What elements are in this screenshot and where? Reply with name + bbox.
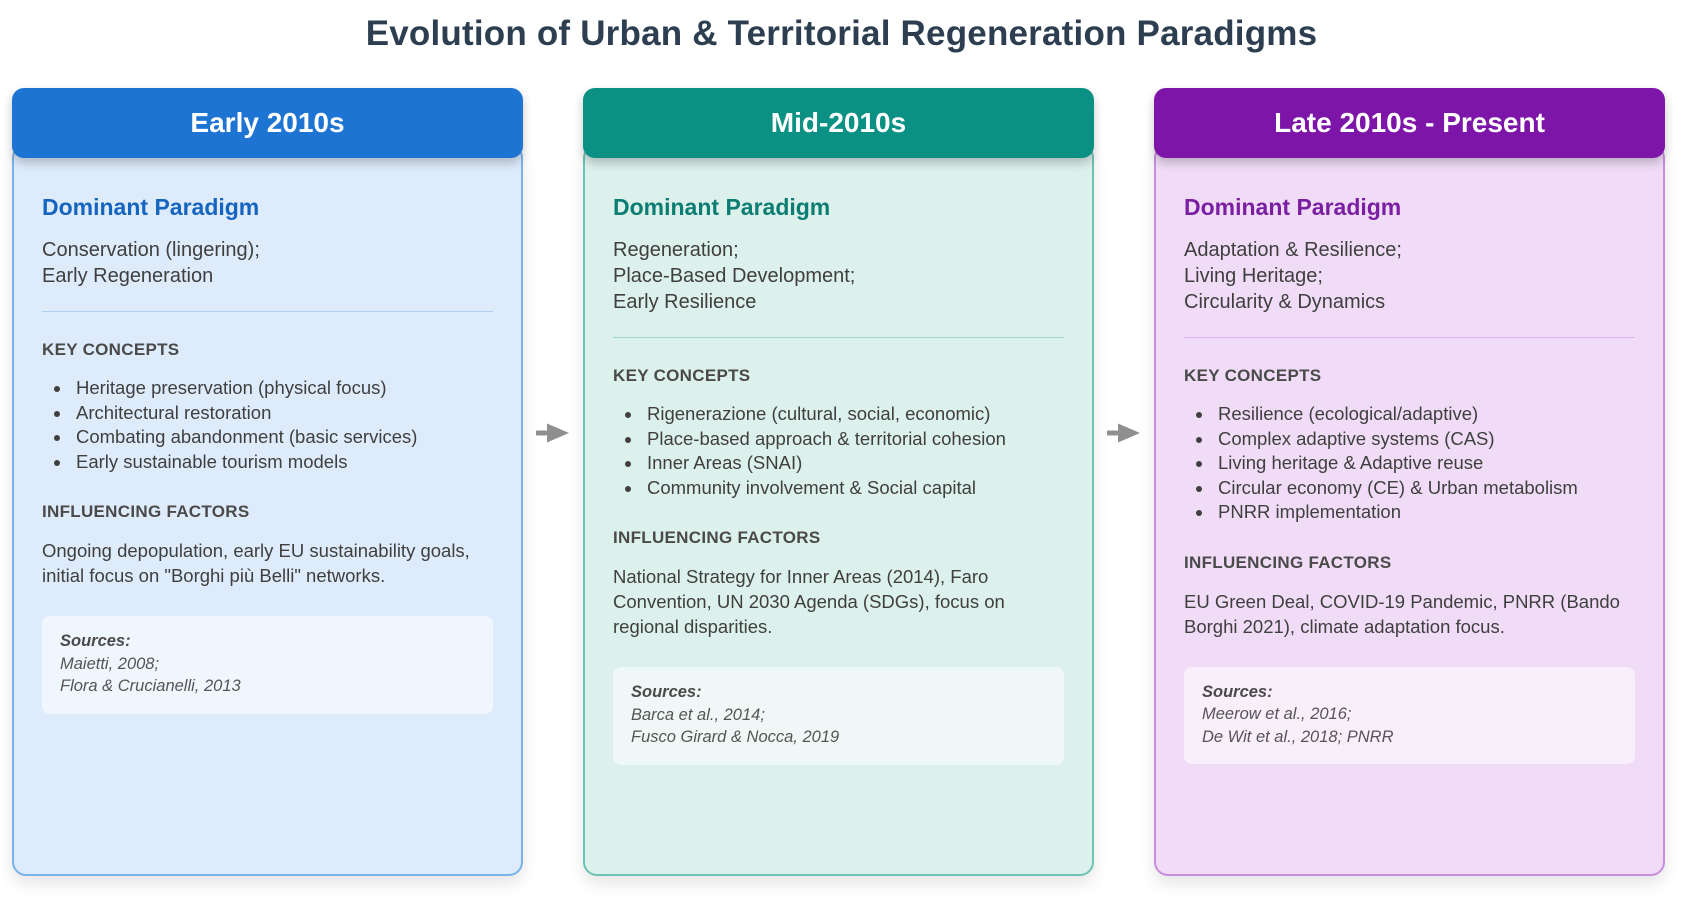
- divider: [1184, 337, 1635, 338]
- period-header-mid-2010s: Mid-2010s: [583, 88, 1094, 158]
- key-concept-item: Complex adaptive systems (CAS): [1214, 427, 1635, 452]
- key-concept-item: PNRR implementation: [1214, 500, 1635, 525]
- key-concept-item: Heritage preservation (physical focus): [72, 376, 493, 401]
- influencing-factors-heading: INFLUENCING FACTORS: [1184, 552, 1392, 572]
- sources-box: Sources: Maietti, 2008; Flora & Cruciane…: [42, 616, 493, 714]
- sources-text: Maietti, 2008; Flora & Crucianelli, 2013: [60, 654, 241, 696]
- transition-gap: [1094, 88, 1154, 876]
- card-mid-2010s: Mid-2010s Dominant Paradigm Regeneration…: [583, 88, 1094, 876]
- influencing-factors-heading: INFLUENCING FACTORS: [613, 528, 821, 548]
- key-concept-item: Circular economy (CE) & Urban metabolism: [1214, 476, 1635, 501]
- key-concepts-heading: KEY CONCEPTS: [42, 340, 180, 359]
- key-concept-item: Resilience (ecological/adaptive): [1214, 402, 1635, 427]
- dominant-paradigm-text: Conservation (lingering); Early Regenera…: [42, 239, 260, 287]
- key-concept-item: Inner Areas (SNAI): [643, 451, 1064, 476]
- sources-label: Sources:: [631, 683, 702, 702]
- period-label: Early 2010s: [190, 107, 345, 138]
- period-label: Late 2010s - Present: [1274, 107, 1545, 138]
- key-concept-item: Living heritage & Adaptive reuse: [1214, 451, 1635, 476]
- sources-text: Barca et al., 2014; Fusco Girard & Nocca…: [631, 705, 840, 747]
- key-concept-item: Rigenerazione (cultural, social, economi…: [643, 402, 1064, 427]
- dominant-paradigm-text: Adaptation & Resilience; Living Heritage…: [1184, 239, 1402, 313]
- sources-box: Sources: Barca et al., 2014; Fusco Girar…: [613, 667, 1064, 765]
- key-concepts-heading: KEY CONCEPTS: [1184, 366, 1322, 385]
- influencing-factors-heading: INFLUENCING FACTORS: [42, 502, 250, 522]
- page-title: Evolution of Urban & Territorial Regener…: [365, 14, 1318, 53]
- influencing-factors-text: National Strategy for Inner Areas (2014)…: [613, 566, 1005, 638]
- card-body-late-2010s-present: Dominant Paradigm Adaptation & Resilienc…: [1154, 144, 1665, 876]
- key-concept-item: Combating abandonment (basic services): [72, 425, 493, 450]
- timeline-row: Early 2010s Dominant Paradigm Conservati…: [12, 88, 1665, 876]
- divider: [42, 311, 493, 312]
- key-concept-item: Community involvement & Social capital: [643, 476, 1064, 501]
- period-header-late-2010s-present: Late 2010s - Present: [1154, 88, 1665, 158]
- sources-text: Meerow et al., 2016; De Wit et al., 2018…: [1202, 705, 1394, 746]
- card-body-mid-2010s: Dominant Paradigm Regeneration; Place-Ba…: [583, 144, 1094, 876]
- sources-box: Sources: Meerow et al., 2016; De Wit et …: [1184, 666, 1635, 765]
- key-concept-item: Early sustainable tourism models: [72, 450, 493, 475]
- arrow-right-icon: [536, 422, 570, 444]
- arrow-right-icon: [1107, 422, 1141, 444]
- key-concepts-heading: KEY CONCEPTS: [613, 366, 751, 385]
- period-label: Mid-2010s: [770, 107, 907, 138]
- transition-gap: [523, 88, 583, 876]
- key-concepts-list: Resilience (ecological/adaptive)Complex …: [1184, 402, 1635, 525]
- dominant-paradigm-text: Regeneration; Place-Based Development; E…: [613, 239, 856, 313]
- influencing-factors-text: Ongoing depopulation, early EU sustainab…: [42, 540, 470, 587]
- card-early-2010s: Early 2010s Dominant Paradigm Conservati…: [12, 88, 523, 876]
- key-concepts-list: Rigenerazione (cultural, social, economi…: [613, 402, 1064, 500]
- card-body-early-2010s: Dominant Paradigm Conservation (lingerin…: [12, 144, 523, 876]
- divider: [613, 337, 1064, 338]
- dominant-paradigm-heading: Dominant Paradigm: [613, 194, 831, 220]
- key-concept-item: Architectural restoration: [72, 401, 493, 426]
- dominant-paradigm-heading: Dominant Paradigm: [42, 194, 260, 220]
- influencing-factors-text: EU Green Deal, COVID-19 Pandemic, PNRR (…: [1184, 590, 1620, 637]
- card-late-2010s-present: Late 2010s - Present Dominant Paradigm A…: [1154, 88, 1665, 876]
- key-concepts-list: Heritage preservation (physical focus)Ar…: [42, 376, 493, 474]
- period-header-early-2010s: Early 2010s: [12, 88, 523, 158]
- sources-label: Sources:: [1202, 682, 1273, 701]
- key-concept-item: Place-based approach & territorial cohes…: [643, 427, 1064, 452]
- dominant-paradigm-heading: Dominant Paradigm: [1184, 194, 1402, 220]
- sources-label: Sources:: [60, 632, 131, 651]
